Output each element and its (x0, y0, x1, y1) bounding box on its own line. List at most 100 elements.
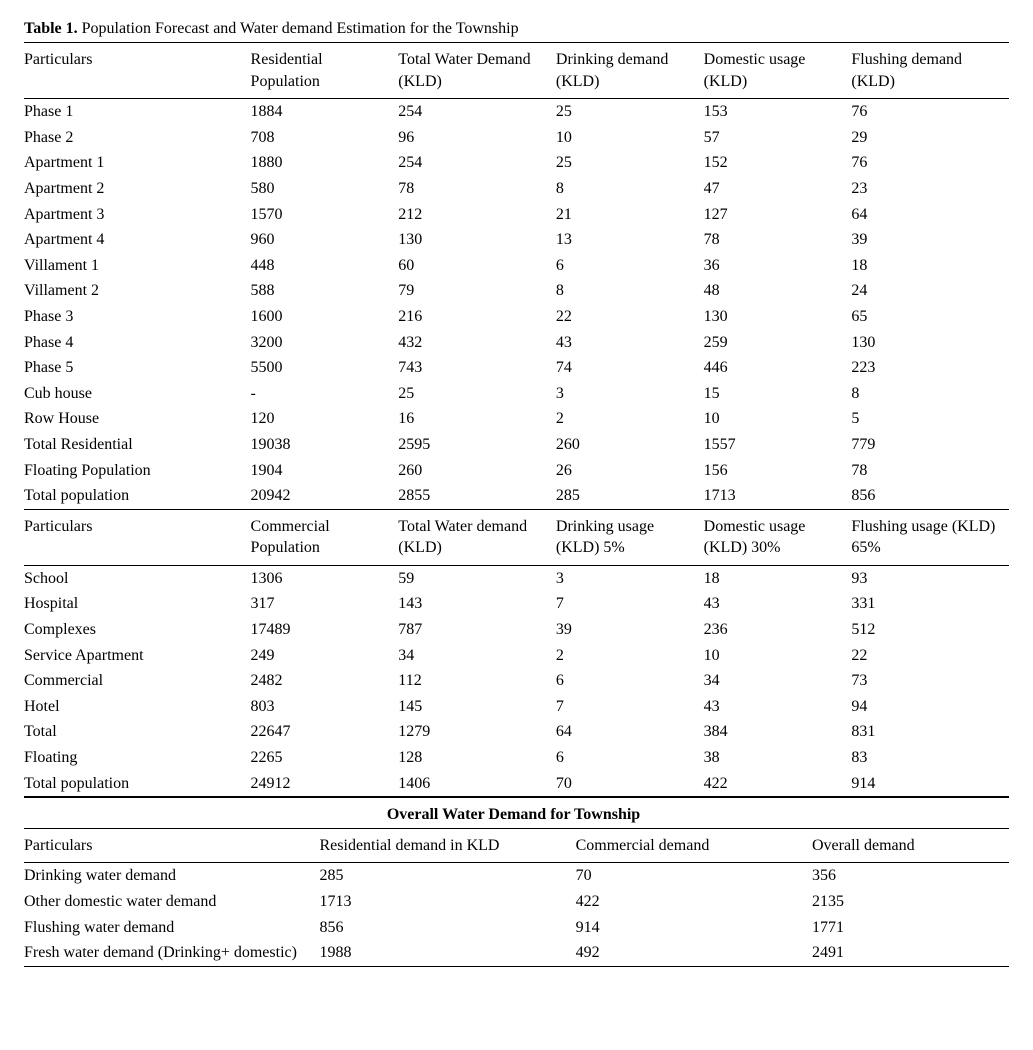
table-cell: 356 (812, 863, 1009, 889)
table-cell: Phase 4 (24, 330, 251, 356)
commercial-header-row: Particulars Commercial Population Total … (24, 509, 1009, 565)
table-row: Row House120162105 (24, 406, 1009, 432)
table-cell: Complexes (24, 617, 251, 643)
table-cell: 39 (556, 617, 704, 643)
table-cell: 34 (704, 668, 852, 694)
table-row: Total22647127964384831 (24, 719, 1009, 745)
table-cell: 422 (704, 771, 852, 797)
table-cell: 1713 (320, 889, 576, 915)
table-row: Apartment 118802542515276 (24, 150, 1009, 176)
col-header: Residential Population (251, 43, 399, 99)
table-cell: 64 (851, 202, 1009, 228)
table-cell: 65 (851, 304, 1009, 330)
table-row: Floating226512863883 (24, 745, 1009, 771)
table-cell: 10 (704, 406, 852, 432)
table-cell: 48 (704, 278, 852, 304)
table-row: Hotel80314574394 (24, 694, 1009, 720)
table-cell: 25 (556, 150, 704, 176)
table-cell: 3 (556, 381, 704, 407)
table-cell: 1884 (251, 99, 399, 125)
table-cell: Floating Population (24, 458, 251, 484)
table-cell: 2265 (251, 745, 399, 771)
table-cell: 21 (556, 202, 704, 228)
table-cell: 78 (851, 458, 1009, 484)
table-cell: Commercial (24, 668, 251, 694)
table-cell: 78 (398, 176, 556, 202)
table-cell: 1904 (251, 458, 399, 484)
col-header: Total Water demand (KLD) (398, 509, 556, 565)
table-cell: 384 (704, 719, 852, 745)
table-cell: 580 (251, 176, 399, 202)
table-cell: 285 (320, 863, 576, 889)
table-cell: 960 (251, 227, 399, 253)
table-row: Drinking water demand28570356 (24, 863, 1009, 889)
table-row: Service Apartment2493421022 (24, 643, 1009, 669)
table-cell: 19038 (251, 432, 399, 458)
table-cell: 76 (851, 150, 1009, 176)
table-cell: 6 (556, 745, 704, 771)
table-cell: 432 (398, 330, 556, 356)
table-cell: 2 (556, 643, 704, 669)
table-cell: School (24, 565, 251, 591)
col-header: Commercial Population (251, 509, 399, 565)
table-cell: Total (24, 719, 251, 745)
table-row: Commercial248211263473 (24, 668, 1009, 694)
col-header: Flushing demand (KLD) (851, 43, 1009, 99)
table-row: Floating Population19042602615678 (24, 458, 1009, 484)
table-cell: 36 (704, 253, 852, 279)
table-cell: 24912 (251, 771, 399, 797)
table-cell: 236 (704, 617, 852, 643)
table-cell: 10 (704, 643, 852, 669)
table-cell: 856 (320, 915, 576, 941)
table-cell: 588 (251, 278, 399, 304)
table-cell: Hotel (24, 694, 251, 720)
table-cell: Service Apartment (24, 643, 251, 669)
summary-header-row: Particulars Residential demand in KLD Co… (24, 828, 1009, 863)
table-cell: Phase 5 (24, 355, 251, 381)
table-row: Cub house-253158 (24, 381, 1009, 407)
table-cell: 422 (576, 889, 812, 915)
table-cell: 254 (398, 99, 556, 125)
residential-header-row: Particulars Residential Population Total… (24, 43, 1009, 99)
col-header: Overall demand (812, 828, 1009, 863)
table-cell: 128 (398, 745, 556, 771)
table-cell: Other domestic water demand (24, 889, 320, 915)
table-cell: 1306 (251, 565, 399, 591)
table-cell: Phase 1 (24, 99, 251, 125)
table-cell: 153 (704, 99, 852, 125)
table-cell: 1406 (398, 771, 556, 797)
table-cell: 143 (398, 591, 556, 617)
table-cell: 6 (556, 668, 704, 694)
table-row: Phase 118842542515376 (24, 99, 1009, 125)
table-cell: Apartment 1 (24, 150, 251, 176)
table-cell: Villament 1 (24, 253, 251, 279)
table-cell: 914 (576, 915, 812, 941)
table-row: Apartment 25807884723 (24, 176, 1009, 202)
table-cell: 22 (851, 643, 1009, 669)
table-cell: 216 (398, 304, 556, 330)
table-cell: Total population (24, 483, 251, 509)
col-header: Particulars (24, 43, 251, 99)
table-cell: 34 (398, 643, 556, 669)
table-cell: 259 (704, 330, 852, 356)
table-cell: 22 (556, 304, 704, 330)
table-cell: 8 (851, 381, 1009, 407)
table-cell: 223 (851, 355, 1009, 381)
table-cell: 8 (556, 278, 704, 304)
table-cell: 18 (704, 565, 852, 591)
table-cell: 743 (398, 355, 556, 381)
table-cell: 70 (556, 771, 704, 797)
table-cell: 3200 (251, 330, 399, 356)
table-row: Phase 270896105729 (24, 125, 1009, 151)
table-cell: 20942 (251, 483, 399, 509)
table-cell: 152 (704, 150, 852, 176)
table-cell: 2 (556, 406, 704, 432)
table-row: Fresh water demand (Drinking+ domestic)1… (24, 940, 1009, 966)
table-cell: 76 (851, 99, 1009, 125)
table-row: Total Residential1903825952601557779 (24, 432, 1009, 458)
table-cell: 13 (556, 227, 704, 253)
table-cell: Apartment 2 (24, 176, 251, 202)
table-cell: 43 (704, 694, 852, 720)
table-row: School13065931893 (24, 565, 1009, 591)
table-cell: 70 (576, 863, 812, 889)
